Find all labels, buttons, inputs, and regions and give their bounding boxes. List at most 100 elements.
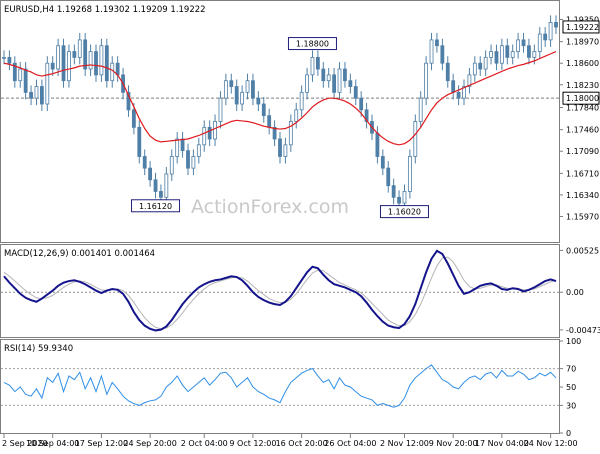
price-candle (131, 109, 136, 128)
price-candle (489, 51, 493, 58)
price-candle (50, 62, 55, 70)
price-candle (499, 45, 504, 64)
axis-layer: 1.19350 1.18970 1.18600 1.18230 1.17840 1.174… (2, 15, 600, 448)
macd-axis-label: 0.00 (566, 288, 584, 297)
time-axis-label: 9 Oct 12:00 (229, 439, 276, 448)
price-candle (472, 62, 477, 76)
price-candle (413, 121, 418, 157)
price-candle (245, 80, 250, 93)
price-candle (186, 150, 190, 169)
price-candle (240, 91, 245, 105)
price-candle (283, 144, 288, 157)
price-candle (440, 45, 445, 64)
price-candle (321, 68, 326, 82)
rsi-axis-label: 50 (566, 383, 576, 392)
watermark: ActionForex.com (191, 196, 349, 218)
price-candle (456, 91, 461, 99)
price-candle (72, 51, 77, 58)
price-candle (418, 97, 423, 122)
time-axis-label: 26 Oct 04:00 (324, 439, 376, 448)
price-candle (278, 138, 282, 157)
price-candle (169, 156, 174, 175)
price-candle (142, 156, 147, 169)
price-candle (445, 62, 450, 82)
price-candle (516, 39, 521, 52)
price-candle (213, 121, 217, 140)
price-candle (77, 39, 82, 58)
time-axis-label: 9 Nov 20:00 (429, 439, 478, 448)
price-candle (380, 156, 385, 169)
annotation-label: 1.18800 (296, 40, 329, 49)
price-candle (532, 51, 537, 58)
price-candle (375, 132, 380, 157)
macd-line (3, 249, 557, 332)
price-candle (126, 91, 131, 111)
price-axis-label: 1.15970 (566, 213, 599, 222)
price-candle (7, 56, 12, 64)
price-candle (2, 56, 6, 59)
rsi-axis-label: 100 (566, 337, 581, 346)
price-candle (478, 62, 483, 70)
price-axis-label: 1.18970 (566, 38, 599, 47)
time-axis-label: 16 Oct 20:00 (276, 439, 328, 448)
price-candle (424, 62, 429, 99)
price-candle (364, 109, 369, 122)
price-candle (56, 45, 61, 70)
price-candle (218, 97, 223, 122)
price-candle (483, 56, 488, 70)
price-candle (104, 45, 109, 82)
price-candle (229, 80, 234, 87)
annotation-box (131, 199, 181, 213)
price-candle (407, 156, 412, 192)
price-candle (402, 191, 407, 204)
price-candle (34, 86, 39, 99)
price-candle (348, 80, 353, 87)
price-axis-label: 1.17460 (566, 126, 599, 135)
price-candle (337, 68, 342, 93)
price-candle (537, 33, 542, 52)
price-candle (88, 51, 93, 70)
price-candle (153, 179, 158, 192)
price-annotation: 1.16020 (379, 205, 429, 219)
annotation-box (287, 37, 337, 51)
price-candle (467, 74, 472, 87)
price-candle (164, 173, 169, 198)
price-axis-label: 1.19350 (566, 15, 599, 24)
moving-average-line (3, 50, 557, 146)
annotation-box (379, 205, 429, 219)
time-axis-label: 17 Nov 04:00 (475, 439, 529, 448)
macd-layer (1, 249, 559, 332)
macd-axis-label: 0.00525 (566, 246, 599, 255)
price-candle (505, 45, 510, 58)
support-level-box (562, 91, 600, 105)
price-candle (207, 126, 212, 140)
price-axis-label: 1.17840 (566, 104, 599, 113)
price-candle (23, 68, 28, 93)
price-axis-label: 1.18230 (566, 81, 599, 90)
rsi-line (3, 364, 557, 408)
price-candle (267, 115, 272, 128)
price-panel-frame (0, 0, 560, 243)
price-candle (310, 56, 315, 76)
price-candle (510, 51, 515, 58)
price-candle (548, 22, 553, 41)
price-annotation: 1.18800 (287, 37, 337, 51)
price-candle (61, 45, 66, 82)
price-candle (67, 51, 71, 82)
annotation-label: 1.16020 (388, 208, 421, 217)
price-candle (462, 86, 466, 99)
price-candle (315, 56, 320, 70)
price-candle (45, 62, 50, 105)
price-candle (159, 191, 163, 198)
price-candle (94, 51, 98, 76)
price-candle (554, 22, 558, 28)
price-candle (451, 80, 456, 93)
price-candle (261, 103, 266, 117)
rsi-layer (1, 364, 559, 408)
price-axis-label: 1.18600 (566, 59, 599, 68)
time-axis-label: 24 Sep 20:00 (123, 439, 176, 448)
price-candle (234, 86, 239, 105)
price-candle (391, 185, 396, 198)
